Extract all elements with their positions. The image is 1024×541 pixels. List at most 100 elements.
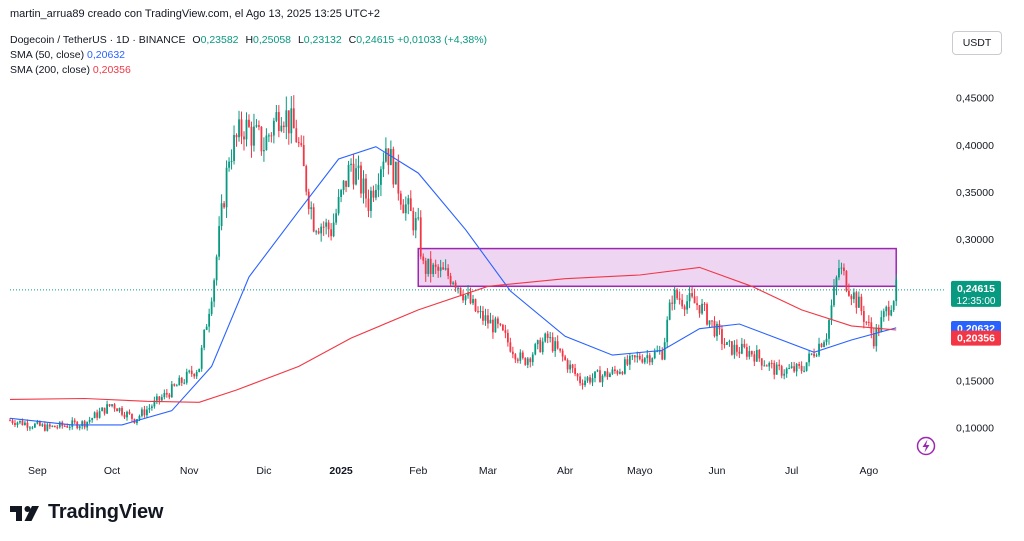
currency-button[interactable]: USDT [952, 31, 1002, 55]
candle-body [263, 150, 265, 152]
candle-body [576, 373, 579, 377]
candle-body [245, 119, 248, 140]
candle-body [432, 264, 435, 274]
tradingview-brand[interactable]: TradingView [10, 501, 163, 524]
candle-body [454, 282, 457, 288]
candle-body [93, 412, 96, 419]
candle-body [526, 358, 529, 365]
candle-body [813, 353, 815, 357]
candle-body [302, 145, 305, 167]
candle-body [750, 351, 753, 355]
candle-body [808, 353, 810, 363]
candle-body [820, 343, 823, 347]
resistance-zone [417, 247, 897, 288]
candle-body [885, 306, 888, 312]
candle-body [735, 344, 738, 352]
candle-body [58, 422, 61, 428]
candle-body [599, 370, 601, 383]
candle-body [360, 165, 362, 194]
candle-body [392, 149, 395, 185]
candle-body [546, 333, 549, 338]
candle-body [409, 198, 412, 211]
candle-body [723, 343, 726, 345]
candle-body [131, 413, 133, 419]
candle-body [758, 349, 761, 359]
candle-body [591, 378, 594, 383]
candle-body [317, 231, 320, 234]
candle-body [683, 306, 686, 310]
candle-body [243, 136, 245, 140]
candle-body [738, 351, 741, 354]
candle-body [810, 353, 813, 355]
candle-body [285, 110, 288, 128]
candle-body [91, 418, 94, 420]
candle-body [843, 267, 845, 272]
candle-body [484, 315, 487, 321]
candle-body [233, 135, 235, 161]
candle-body [678, 298, 681, 300]
candle-body [571, 364, 574, 369]
candle-body [275, 112, 278, 121]
candle-body [489, 319, 492, 324]
lightning-icon[interactable] [916, 436, 936, 456]
candle-body [768, 362, 771, 367]
candle-body [148, 407, 151, 410]
candle-body [688, 293, 691, 302]
candle-body [666, 319, 669, 343]
candle-body [56, 427, 59, 429]
candle-body [711, 320, 713, 322]
candle-body [686, 301, 689, 310]
candle-body [531, 354, 534, 363]
candle-body [123, 414, 126, 418]
chart-legend: Dogecoin / TetherUS · 1D · BINANCE O0,23… [10, 33, 487, 78]
candle-body [382, 161, 385, 170]
candle-body [208, 313, 211, 327]
candle-body [155, 396, 158, 401]
candle-body [524, 357, 527, 365]
candle-body [641, 359, 644, 363]
candle-body [190, 370, 193, 374]
candle-body [753, 354, 756, 362]
high-label: H [245, 34, 254, 46]
candle-body [452, 282, 455, 284]
candle-body [676, 290, 679, 299]
candle-body [81, 421, 84, 427]
candle-body [66, 425, 69, 428]
candle-body [322, 226, 325, 228]
sma200-label: SMA (200, close) [10, 64, 90, 76]
candle-body [188, 370, 191, 372]
candle-body [96, 412, 99, 418]
legend-sma50-row[interactable]: SMA (50, close) 0,20632 [10, 48, 487, 63]
candle-body [671, 302, 674, 304]
candle-body [113, 404, 116, 409]
candle-body [449, 275, 452, 284]
candle-body [656, 351, 659, 353]
candle-body [780, 366, 783, 376]
legend-sma200-row[interactable]: SMA (200, close) 0,20356 [10, 63, 487, 78]
candle-body [377, 184, 380, 190]
candle-body [706, 304, 708, 325]
candle-body [773, 363, 776, 375]
candle-body [691, 293, 693, 297]
candle-body [200, 347, 203, 369]
candle-body [721, 329, 723, 344]
candle-body [825, 338, 828, 343]
candle-body [215, 256, 218, 281]
candle-body [183, 382, 186, 384]
symbol-name[interactable]: Dogecoin / TetherUS · 1D · BINANCE [10, 34, 186, 46]
sma200-line [9, 266, 897, 403]
candle-body [312, 207, 315, 232]
candle-body [467, 292, 469, 296]
candle-body [175, 385, 178, 387]
candle-body [798, 364, 801, 366]
candle-body [384, 148, 387, 162]
candle-body [775, 364, 778, 375]
candle-body [205, 326, 208, 330]
price-label-box [951, 280, 1001, 307]
candle-body [407, 198, 410, 205]
candle-body [574, 368, 576, 374]
x-tick-label: Jul [785, 465, 798, 477]
candle-body [626, 359, 629, 365]
candle-body [778, 364, 781, 367]
